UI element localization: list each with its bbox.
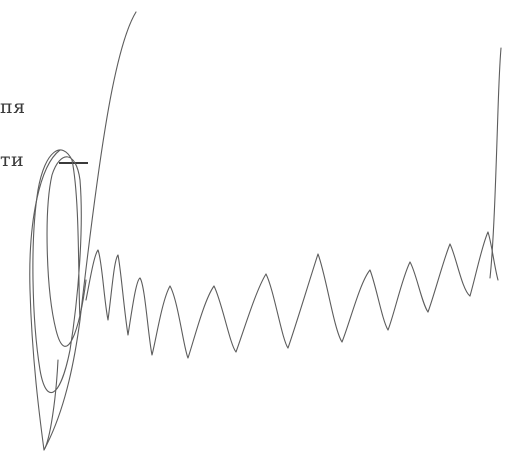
text-line-fragment: пя (0, 96, 26, 118)
em-dash (59, 162, 88, 164)
text-line-fragment: ти (0, 149, 25, 171)
